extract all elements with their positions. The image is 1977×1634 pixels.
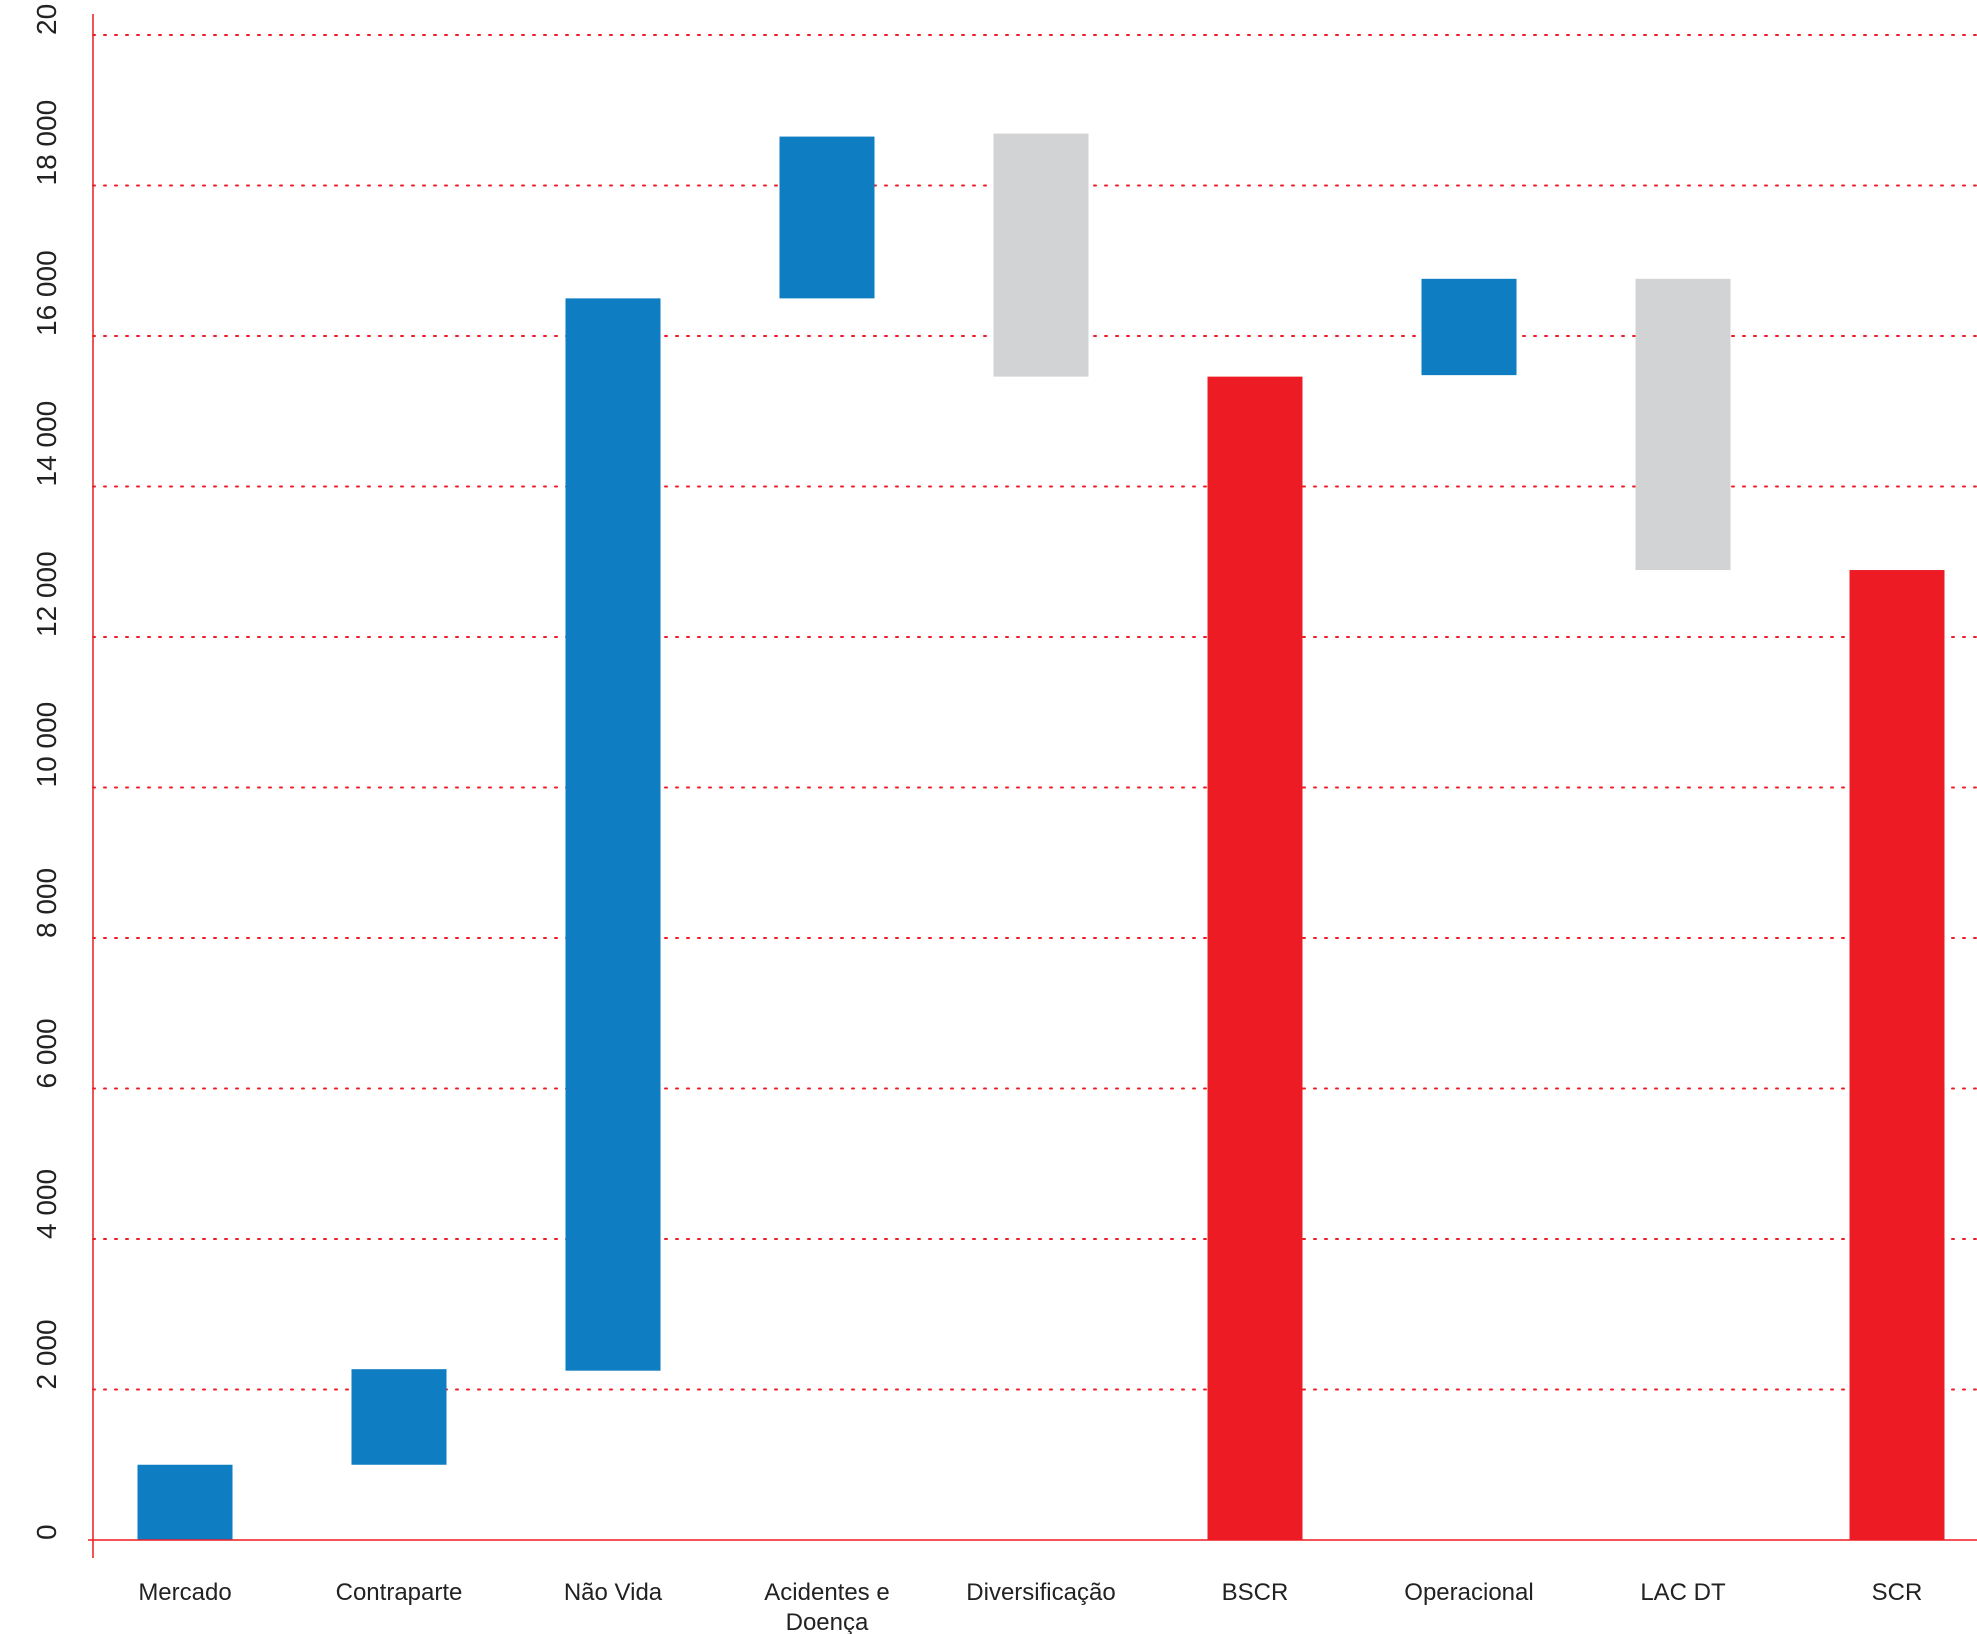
- bar-bscr: [1207, 376, 1303, 1540]
- bar-lac-dt: [1635, 278, 1731, 571]
- axes: [88, 14, 1977, 1558]
- y-tick-label: 10 000: [31, 702, 62, 788]
- bar-contraparte: [351, 1369, 447, 1465]
- category-labels: Mercado Contraparte Não Vida Acidentes e Doe…: [138, 1579, 1922, 1634]
- bar-diversifica-o: [993, 133, 1089, 377]
- category-label: LAC DT: [1640, 1579, 1726, 1606]
- bar-n-o-vida: [565, 298, 661, 1371]
- bar-mercado: [137, 1464, 233, 1540]
- y-tick-label: 2 000: [31, 1319, 62, 1389]
- category-label: BSCR: [1222, 1579, 1289, 1606]
- bar-acidentes-e-doen-a: [779, 136, 875, 299]
- category-label: Contraparte: [336, 1579, 463, 1606]
- y-tick-label: 0: [31, 1524, 62, 1540]
- category-label: SCR: [1872, 1579, 1923, 1606]
- y-tick-label: 18 000: [31, 100, 62, 186]
- bars: [137, 133, 1945, 1540]
- y-tick-label: 8 000: [31, 868, 62, 938]
- y-tick-label: 14 000: [31, 401, 62, 487]
- category-label: Diversificação: [966, 1579, 1115, 1606]
- category-label: Mercado: [138, 1579, 231, 1606]
- category-label: Operacional: [1404, 1579, 1533, 1606]
- y-tick-label: 4 000: [31, 1169, 62, 1239]
- bar-operacional: [1421, 278, 1517, 376]
- category-label: Não Vida: [564, 1579, 663, 1606]
- y-tick-label: 6 000: [31, 1018, 62, 1088]
- bar-scr: [1849, 570, 1945, 1540]
- y-tick-label: 12 000: [31, 551, 62, 637]
- y-tick-label: 16 000: [31, 250, 62, 336]
- category-label: Acidentes e Doença: [764, 1579, 889, 1634]
- y-tick-label: 20 000: [31, 0, 62, 35]
- y-tick-labels: 0 2 000 4 000 6 000 8 000 10 000 12 000 14 000 1…: [31, 0, 62, 1540]
